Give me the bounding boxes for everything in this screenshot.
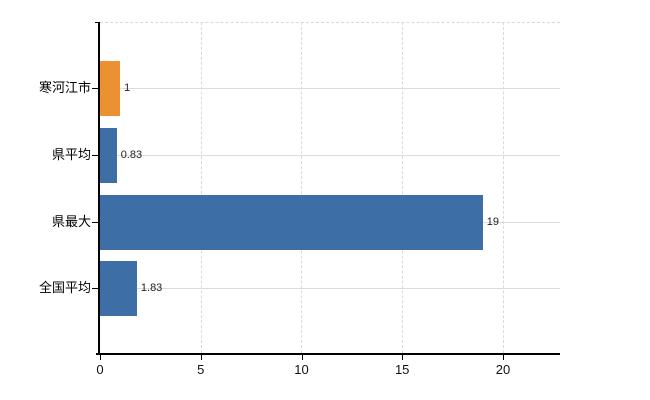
vertical-gridline (402, 22, 404, 353)
horizontal-gridline (100, 288, 560, 289)
category-label: 県最大 (51, 214, 91, 229)
bar-value-label: 19 (486, 216, 500, 228)
x-axis-tick-label: 15 (394, 362, 410, 377)
bar (100, 194, 483, 250)
bar (100, 260, 137, 316)
y-axis-line (98, 22, 100, 353)
vertical-gridline (502, 22, 504, 353)
x-axis-tick-label: 5 (197, 362, 205, 377)
category-label: 全国平均 (38, 280, 91, 295)
vertical-gridline (200, 22, 202, 353)
x-axis-tick (200, 355, 202, 360)
vertical-gridline (301, 22, 303, 353)
x-axis-tick (301, 355, 303, 360)
horizontal-gridline (100, 155, 560, 156)
category-tick (92, 222, 100, 223)
bar-value-label: 1 (124, 82, 131, 94)
x-axis-tick-label: 20 (495, 362, 511, 377)
bar-value-label: 0.83 (120, 149, 143, 161)
category-tick (92, 155, 100, 156)
category-label: 寒河江市 (38, 80, 91, 95)
bar (100, 60, 121, 116)
x-axis-tick (503, 355, 504, 360)
bar-value-label: 1.83 (140, 282, 163, 294)
category-tick (92, 88, 100, 89)
category-tick (92, 288, 100, 289)
bar (100, 127, 117, 183)
y-axis-top-tick (95, 22, 100, 23)
horizontal-gridline (100, 88, 560, 89)
plot-area (100, 22, 560, 353)
x-axis-tick (402, 355, 404, 360)
x-axis-tick-label: 0 (96, 362, 104, 377)
x-axis-tick-label: 10 (294, 362, 309, 377)
x-axis-line (96, 353, 560, 355)
x-axis-tick (100, 355, 101, 360)
category-label: 県平均 (51, 147, 91, 162)
